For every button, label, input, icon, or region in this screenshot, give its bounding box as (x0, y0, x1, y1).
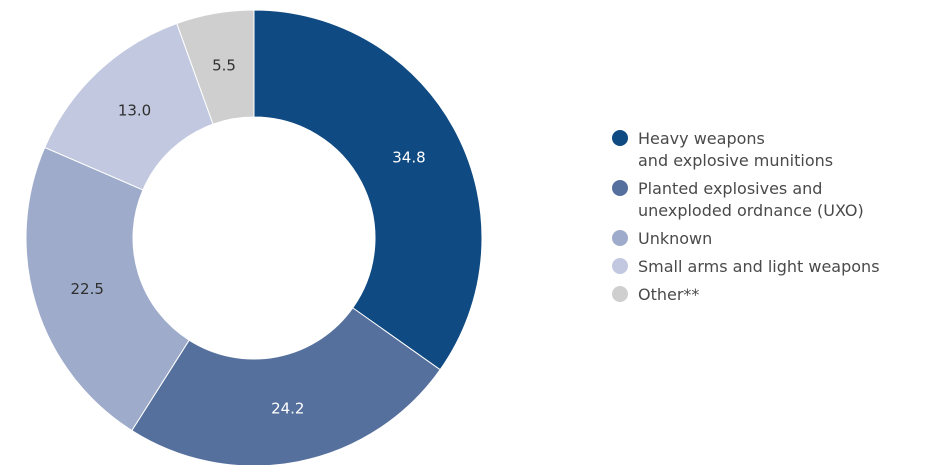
legend-label-unknown: Unknown (638, 229, 713, 248)
legend-item-heavy-weapons: Heavy weapons and explosive munitions (612, 128, 947, 172)
slice-value-label-small-arms: 13.0 (118, 101, 151, 119)
legend-swatch-other (612, 286, 628, 302)
slice-heavy-weapons (253, 9, 483, 371)
slice-value-label-other: 5.5 (212, 57, 236, 75)
legend-item-small-arms: Small arms and light weapons (612, 256, 947, 278)
legend-swatch-small-arms (612, 258, 628, 274)
legend-item-other: Other** (612, 284, 947, 306)
legend-item-unknown: Unknown (612, 228, 947, 250)
legend-label-planted-explosives: Planted explosives and unexploded ordnan… (638, 179, 864, 220)
slice-value-label-planted-explosives: 24.2 (271, 400, 304, 418)
slice-planted-explosives (131, 307, 441, 465)
legend-swatch-unknown (612, 230, 628, 246)
legend-swatch-heavy-weapons (612, 130, 628, 146)
slice-unknown (25, 146, 190, 432)
slice-value-label-heavy-weapons: 34.8 (392, 148, 425, 166)
legend-label-small-arms: Small arms and light weapons (638, 257, 880, 276)
legend-label-heavy-weapons: Heavy weapons and explosive munitions (638, 129, 834, 170)
legend-item-planted-explosives: Planted explosives and unexploded ordnan… (612, 178, 947, 222)
chart-legend: Heavy weapons and explosive munitions Pl… (612, 128, 947, 312)
legend-swatch-planted-explosives (612, 180, 628, 196)
slice-value-label-unknown: 22.5 (71, 280, 104, 298)
legend-label-other: Other** (638, 285, 700, 304)
slice-other (176, 9, 255, 125)
